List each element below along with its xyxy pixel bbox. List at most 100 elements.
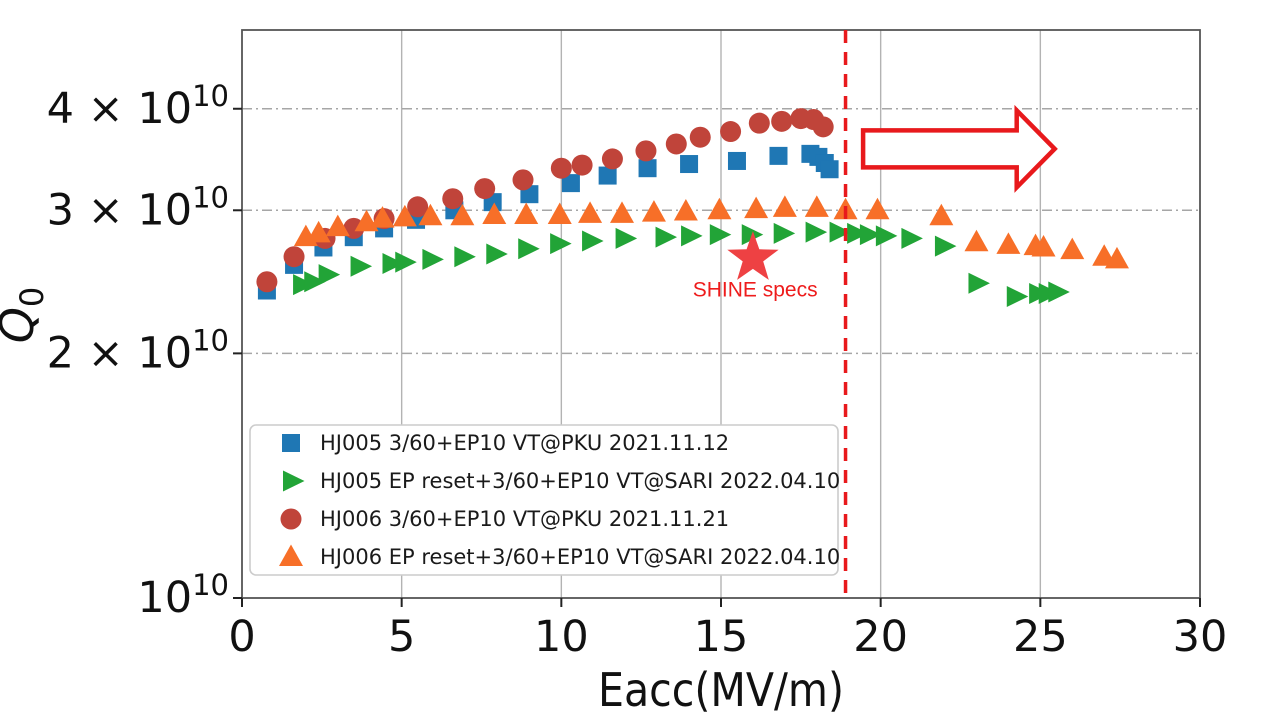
legend-marker-triangle-right-icon: [283, 470, 305, 492]
x-axis-label: Eacc(MV/m): [598, 663, 844, 717]
legend-item: HJ005 EP reset+3/60+EP10 VT@SARI 2022.04…: [283, 469, 840, 493]
data-point-triangle-right: [805, 221, 828, 243]
data-point-triangle-right: [422, 248, 444, 270]
legend-marker-triangle-up-icon: [279, 544, 303, 566]
x-tick-label: 20: [853, 612, 908, 662]
data-point-triangle-right: [655, 226, 678, 248]
data-point-square: [769, 146, 788, 165]
x-tick-label: 15: [694, 612, 749, 662]
legend-item: HJ005 3/60+EP10 VT@PKU 2021.11.12: [282, 431, 729, 455]
data-point-circle: [550, 157, 572, 179]
legend-circle-icon: [280, 508, 302, 530]
data-point-triangle-right: [454, 246, 476, 268]
legend-box: [249, 424, 839, 576]
data-point-triangle-right: [518, 238, 540, 260]
y-axis-label: Q0: [0, 287, 51, 344]
data-point-triangle-up: [964, 229, 989, 252]
x-tick-label: 30: [1173, 612, 1228, 662]
data-point-square: [561, 174, 580, 193]
data-point-triangle-up: [641, 200, 666, 222]
data-point-triangle-up: [482, 202, 507, 225]
x-tick-label: 10: [534, 612, 589, 662]
data-point-triangle-right: [550, 233, 572, 255]
y-axis-label-subscript: 0: [13, 287, 51, 307]
data-point-square: [638, 159, 657, 178]
data-point-circle: [407, 196, 429, 218]
data-point-triangle-right: [486, 243, 508, 265]
data-point-circle: [748, 112, 770, 134]
data-point-triangle-up: [392, 204, 417, 227]
x-tick-label: 25: [1013, 612, 1068, 662]
data-series-layer: [256, 108, 1129, 307]
data-point-triangle-right: [829, 221, 852, 243]
data-point-circle: [343, 217, 365, 239]
legend-triangle-right-icon: [283, 470, 305, 492]
legend-square-icon: [282, 434, 300, 452]
data-point-triangle-right: [1048, 281, 1070, 303]
legend-marker-square-icon: [282, 434, 300, 452]
data-point-square: [820, 160, 839, 179]
data-point-triangle-up: [514, 202, 539, 225]
data-point-circle: [256, 271, 278, 293]
data-point-triangle-right: [350, 255, 373, 277]
y-tick-label: 2 × 1010: [47, 323, 229, 378]
data-point-circle: [512, 169, 534, 191]
right-arrow-icon: [860, 104, 1058, 193]
data-point-triangle-up: [996, 232, 1021, 254]
data-point-triangle-right: [293, 274, 315, 296]
data-point-triangle-up: [772, 195, 797, 217]
legend-label: HJ005 EP reset+3/60+EP10 VT@SARI 2022.04…: [320, 469, 840, 493]
data-point-triangle-right: [875, 225, 898, 247]
legend-marker-circle-icon: [280, 508, 302, 530]
data-point-triangle-up: [1060, 237, 1085, 260]
legend-label: HJ005 3/60+EP10 VT@PKU 2021.11.12: [320, 431, 729, 455]
legend-item: HJ006 3/60+EP10 VT@PKU 2021.11.21: [280, 507, 729, 531]
legend-item: HJ006 EP reset+3/60+EP10 VT@SARI 2022.04…: [279, 544, 840, 569]
y-axis-label-symbol: Q: [0, 307, 44, 343]
data-point-circle: [571, 154, 593, 176]
data-point-triangle-right: [318, 264, 341, 286]
series-triangle-right: [293, 221, 1070, 307]
legend: HJ005 3/60+EP10 VT@PKU 2021.11.12 HJ005 …: [249, 424, 840, 576]
data-point-circle: [689, 126, 711, 148]
data-point-triangle-up: [547, 202, 572, 225]
data-point-triangle-up: [1031, 234, 1056, 257]
data-point-circle: [601, 148, 623, 170]
data-point-triangle-right: [681, 225, 703, 247]
data-point-circle: [283, 246, 305, 268]
data-point-square: [727, 151, 746, 170]
data-point-triangle-up: [804, 195, 829, 217]
data-point-triangle-up: [418, 203, 443, 226]
data-point-triangle-up: [673, 198, 698, 221]
data-point-triangle-right: [859, 224, 882, 246]
data-point-triangle-up: [707, 197, 732, 220]
y-tick-label: 1010: [137, 568, 229, 623]
shine-specs-label: SHINE specs: [693, 278, 818, 301]
data-point-circle: [720, 121, 742, 143]
legend-label: HJ006 3/60+EP10 VT@PKU 2021.11.21: [320, 507, 729, 531]
data-point-triangle-right: [1006, 285, 1029, 307]
data-point-circle: [635, 140, 657, 162]
shine-specs-star-icon: [727, 231, 779, 280]
data-point-triangle-right: [773, 222, 796, 244]
legend-triangle-up-icon: [279, 544, 303, 566]
data-point-square: [598, 166, 617, 185]
data-point-triangle-up: [1104, 246, 1129, 269]
series-triangle-up: [293, 195, 1129, 269]
data-point-triangle-up: [370, 206, 395, 228]
data-point-triangle-right: [395, 251, 417, 273]
data-point-triangle-up: [610, 201, 635, 223]
y-tick-label: 3 × 1010: [47, 180, 229, 235]
data-point-triangle-up: [325, 214, 350, 237]
data-point-triangle-right: [968, 272, 990, 294]
annotation-layer: [727, 30, 1058, 598]
y-tick-label: 4 × 1010: [47, 79, 229, 134]
data-point-triangle-right: [934, 235, 957, 257]
legend-label: HJ006 EP reset+3/60+EP10 VT@SARI 2022.04…: [320, 545, 840, 569]
data-point-square: [680, 155, 699, 174]
data-point-circle: [771, 110, 793, 132]
data-point-triangle-right: [709, 224, 732, 246]
tick-layer: 0 5 10 15 20 25 30 1010 2 × 1010 3 × 1010 4 × 1010: [47, 79, 1228, 662]
x-tick-label: 5: [388, 612, 415, 662]
